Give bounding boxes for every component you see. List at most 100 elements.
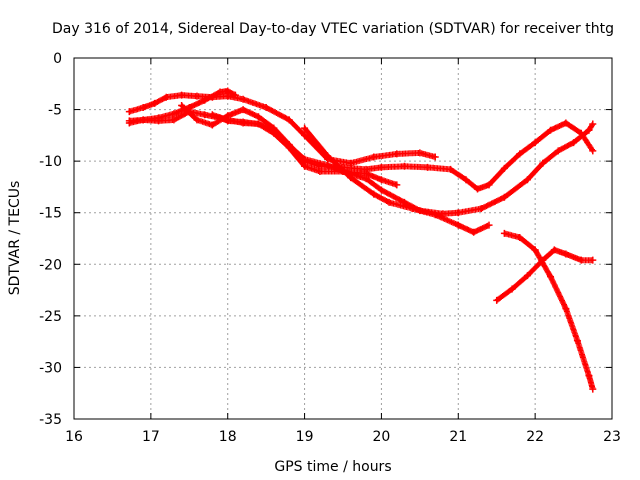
series-band bbox=[493, 246, 595, 304]
data-point bbox=[400, 162, 408, 170]
data-point bbox=[254, 120, 262, 128]
data-point bbox=[231, 91, 239, 99]
data-point bbox=[193, 92, 201, 100]
plot-frame bbox=[73, 57, 613, 420]
data-point bbox=[224, 116, 232, 124]
data-point bbox=[201, 96, 209, 104]
x-axis-label: GPS time / hours bbox=[274, 459, 391, 475]
data-point bbox=[301, 124, 309, 132]
series-arc6 bbox=[301, 124, 493, 236]
data-point bbox=[474, 185, 481, 193]
x-tick-label: 16 bbox=[65, 429, 83, 445]
data-point bbox=[216, 88, 224, 96]
data-point bbox=[285, 142, 293, 150]
data-point bbox=[301, 131, 309, 139]
data-point bbox=[162, 93, 170, 101]
data-point bbox=[431, 211, 439, 219]
data-point bbox=[285, 116, 293, 124]
data-point bbox=[589, 147, 597, 155]
data-point bbox=[454, 221, 462, 229]
data-point bbox=[239, 106, 247, 114]
data-point bbox=[516, 233, 524, 241]
grid bbox=[74, 58, 612, 419]
data-point bbox=[125, 108, 133, 116]
data-point bbox=[547, 273, 555, 281]
data-point bbox=[151, 99, 159, 107]
data-point bbox=[208, 111, 216, 119]
data-point bbox=[178, 91, 186, 99]
data-point bbox=[377, 186, 385, 194]
data-point bbox=[485, 181, 493, 189]
x-tick-label: 18 bbox=[219, 429, 237, 445]
x-tick-label: 21 bbox=[449, 429, 467, 445]
data-point bbox=[585, 372, 593, 380]
series-band bbox=[126, 92, 437, 167]
data-point bbox=[393, 150, 401, 158]
data-point bbox=[224, 87, 232, 95]
data-point bbox=[516, 150, 524, 158]
data-point bbox=[193, 116, 201, 124]
data-point bbox=[477, 205, 485, 213]
data-point bbox=[500, 164, 508, 172]
chart-title: Day 316 of 2014, Sidereal Day-to-day VTE… bbox=[52, 21, 614, 37]
series-band bbox=[178, 102, 595, 192]
x-tick-label: 19 bbox=[296, 429, 314, 445]
axis-ticks: 16 17 18 19 20 21 22 23 0 -5 -10 -15 -20 -25 -30 -35 bbox=[39, 51, 621, 445]
y-tick-label: -15 bbox=[39, 206, 62, 222]
data-point bbox=[554, 147, 562, 155]
data-point bbox=[454, 209, 462, 217]
data-point bbox=[377, 176, 385, 184]
data-point bbox=[493, 296, 501, 304]
data-point bbox=[570, 139, 578, 147]
data-point bbox=[416, 149, 424, 157]
data-point bbox=[577, 256, 585, 264]
data-point bbox=[139, 116, 147, 124]
y-tick-label: -25 bbox=[39, 309, 62, 325]
data-point bbox=[393, 181, 401, 189]
data-point bbox=[239, 119, 247, 127]
data-point bbox=[362, 175, 370, 183]
data-point bbox=[562, 119, 570, 127]
y-tick-label: -30 bbox=[39, 360, 62, 376]
data-point bbox=[547, 126, 555, 134]
data-point bbox=[531, 246, 539, 254]
x-tick-label: 22 bbox=[526, 429, 544, 445]
y-tick-label: -5 bbox=[48, 103, 62, 119]
data-point bbox=[470, 228, 478, 236]
data-point bbox=[508, 285, 516, 293]
data-point bbox=[370, 153, 378, 161]
x-tick-label: 23 bbox=[603, 429, 621, 445]
data-point bbox=[201, 111, 209, 119]
data-point bbox=[562, 305, 570, 313]
data-point bbox=[170, 110, 178, 118]
series-arc7 bbox=[500, 229, 597, 393]
data-point bbox=[270, 126, 278, 134]
y-tick-label: -20 bbox=[39, 257, 62, 273]
data-point bbox=[500, 193, 508, 201]
y-axis-label: SDTVAR / TECUs bbox=[7, 181, 23, 296]
data-point bbox=[589, 256, 597, 264]
data-point bbox=[523, 176, 531, 184]
data-point bbox=[408, 205, 416, 213]
series-arc8 bbox=[493, 246, 597, 304]
data-point bbox=[462, 176, 470, 184]
data-point bbox=[500, 229, 508, 237]
data-point bbox=[362, 165, 370, 173]
data-point bbox=[573, 337, 581, 345]
data-point bbox=[447, 165, 455, 173]
data-point bbox=[262, 104, 270, 112]
data-point bbox=[324, 161, 332, 169]
data-point bbox=[208, 121, 216, 129]
series-layer bbox=[125, 87, 597, 393]
data-point bbox=[539, 159, 547, 167]
data-point bbox=[377, 163, 385, 171]
data-point bbox=[523, 272, 531, 280]
data-point bbox=[424, 163, 432, 171]
data-point bbox=[531, 139, 539, 147]
data-point bbox=[370, 190, 378, 198]
data-point bbox=[347, 174, 355, 182]
data-point bbox=[254, 113, 262, 121]
data-point bbox=[301, 155, 309, 163]
data-point bbox=[550, 246, 558, 254]
